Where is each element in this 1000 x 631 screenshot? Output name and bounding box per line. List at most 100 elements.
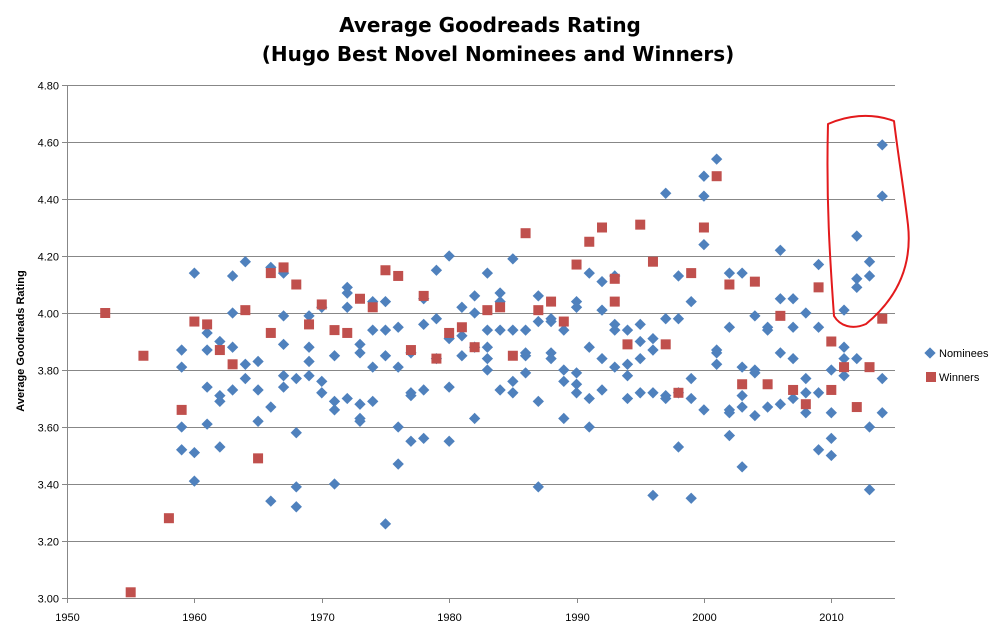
x-tick-labels: 1950 1960 1970 1980 1990 2000 2010 (55, 612, 843, 624)
winner-point (520, 228, 531, 239)
winner-point (546, 296, 557, 307)
winner-point (749, 276, 760, 287)
nominee-point (341, 287, 353, 299)
nominee-point (596, 304, 608, 316)
winner-point (800, 399, 811, 410)
nominee-point (685, 295, 697, 308)
winner-point (775, 310, 786, 321)
nominee-point (214, 395, 226, 408)
y-tick-label: 4.40 (38, 195, 59, 207)
nominee-point (303, 310, 315, 322)
nominee-point (443, 250, 455, 262)
y-axis-label: Average Goodreads Rating (15, 270, 27, 411)
nominees-series (175, 139, 888, 530)
winner-point (558, 316, 569, 327)
nominee-point (596, 275, 608, 288)
nominee-point (609, 361, 621, 373)
nominee-point (532, 290, 544, 302)
y-tick-label: 3.40 (38, 480, 59, 492)
winner-point (762, 379, 773, 390)
nominee-point (481, 364, 494, 376)
nominee-point (570, 295, 583, 308)
nominee-point (736, 361, 748, 373)
nominee-point (876, 139, 888, 151)
nominee-point (660, 187, 672, 199)
nominee-point (863, 484, 876, 496)
nominee-point (265, 401, 277, 413)
nominee-point (468, 290, 481, 302)
nominee-point (583, 341, 595, 353)
nominee-point (519, 324, 532, 336)
nominee-point (851, 230, 863, 242)
nominee-point (800, 372, 812, 385)
nominee-point (723, 321, 736, 333)
y-tick-label: 3.00 (38, 594, 59, 606)
nominee-point (226, 384, 239, 396)
nominee-point (418, 318, 430, 331)
nominee-point (303, 370, 315, 382)
winner-point (647, 256, 658, 267)
nominee-point (341, 301, 353, 313)
nominee-point (175, 444, 188, 456)
nominee-point (405, 389, 417, 402)
nominee-point (800, 387, 812, 399)
nominee-point (863, 270, 876, 282)
nominee-point (800, 407, 812, 419)
nominee-point (303, 341, 315, 353)
nominee-point (252, 415, 264, 427)
nominee-point (430, 313, 443, 325)
winner-point (686, 268, 697, 279)
nominee-point (851, 273, 863, 285)
winner-point (597, 222, 608, 233)
nominee-point (252, 384, 264, 396)
nominee-point (825, 432, 837, 445)
nominee-point (876, 407, 888, 419)
winner-point (533, 305, 544, 316)
nominee-point (570, 301, 583, 313)
nominee-point (723, 407, 736, 419)
nominee-point (290, 427, 302, 439)
nominee-point (863, 421, 876, 433)
winner-point (788, 384, 799, 395)
x-tick-label: 2010 (819, 612, 843, 624)
nominee-point (711, 347, 723, 359)
nominee-point (621, 392, 634, 405)
winner-point (354, 293, 365, 304)
nominee-point (507, 375, 519, 388)
nominee-point (277, 338, 290, 351)
nominee-point (583, 267, 595, 279)
nominee-point (494, 324, 506, 336)
nominee-point (698, 404, 710, 416)
winner-point (418, 290, 429, 301)
winner-point (125, 587, 136, 598)
nominee-point (723, 429, 736, 442)
winner-point (482, 305, 493, 316)
nominee-point (392, 361, 404, 373)
nominee-point (787, 392, 799, 405)
nominee-point (226, 341, 239, 353)
winner-point (711, 171, 722, 182)
nominee-point (532, 315, 544, 328)
winner-point (278, 262, 289, 273)
nominee-point (570, 367, 583, 379)
nominee-point (634, 387, 646, 399)
winner-point (367, 302, 378, 313)
nominee-point (379, 350, 392, 362)
winner-point (444, 327, 455, 338)
y-tick-labels: 3.00 3.20 3.40 3.60 3.80 4.00 4.20 4.40 4.60 4.80 (38, 81, 59, 606)
winner-point (609, 296, 620, 307)
nominee-point (239, 358, 251, 370)
nominee-point (863, 256, 876, 268)
nominee-point (609, 318, 621, 331)
nominee-point (621, 370, 634, 382)
nominee-point (507, 387, 519, 399)
nominee-point (583, 421, 595, 433)
nominee-point (418, 432, 430, 445)
nominee-point (800, 307, 812, 319)
nominee-point (316, 375, 328, 388)
winners-series (100, 171, 888, 598)
nominee-point (660, 392, 672, 405)
nominee-point (379, 295, 392, 308)
nominee-point (672, 441, 685, 453)
nominee-point (558, 412, 570, 425)
